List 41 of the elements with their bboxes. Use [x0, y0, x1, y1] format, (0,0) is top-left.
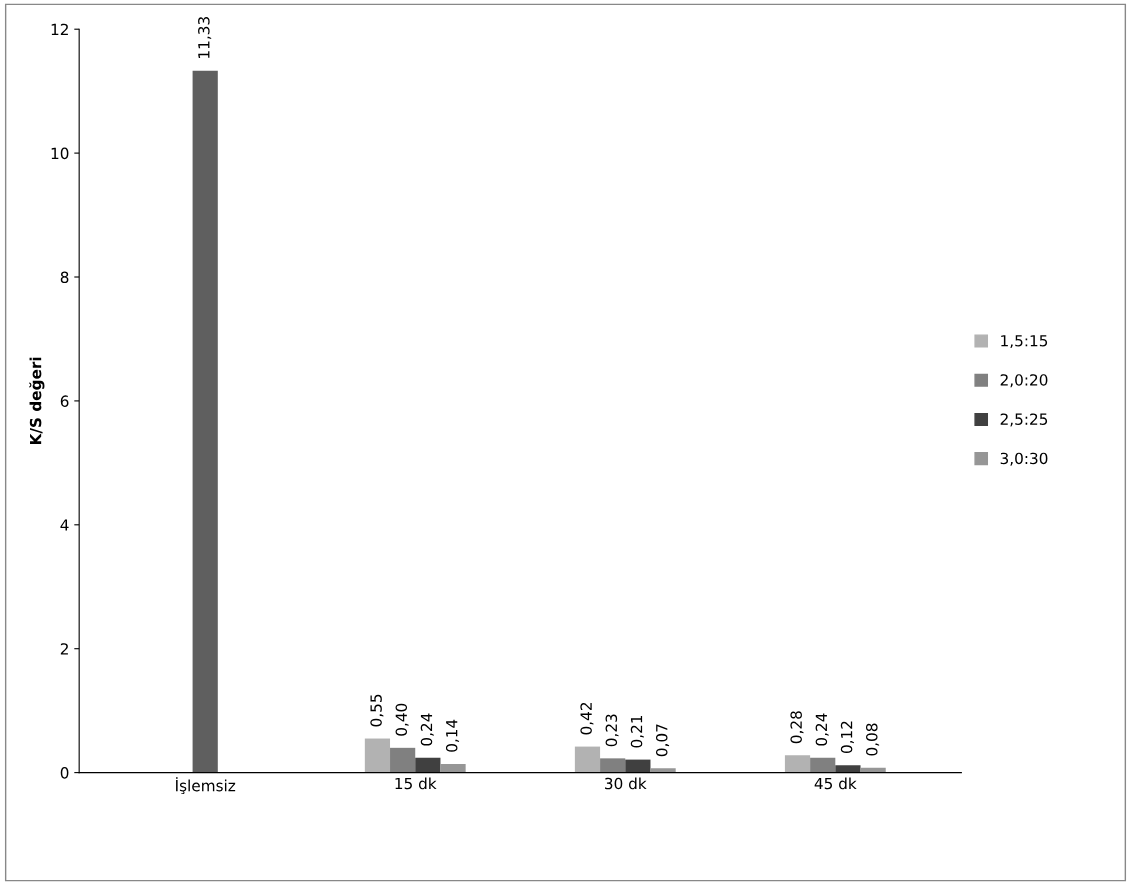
x-tick-label: 30 dk: [605, 777, 647, 790]
data-label: 11,33: [198, 17, 212, 58]
y-tick-label: 4: [60, 519, 69, 531]
bar: [835, 765, 861, 773]
data-label: 0,07: [655, 724, 670, 757]
data-label: 0,28: [790, 711, 804, 744]
y-tick-label: 0: [60, 767, 69, 779]
bar: [784, 755, 811, 773]
y-tick-label: 2: [60, 643, 68, 655]
data-label: 0,23: [605, 714, 619, 747]
bar: [810, 757, 836, 773]
bar: [415, 757, 441, 773]
bar: [390, 747, 416, 773]
legend-label: 1,5:15: [1001, 335, 1048, 349]
x-tick-label: İşlemsiz: [176, 777, 236, 795]
bar: [650, 768, 676, 773]
data-label: 0,42: [580, 702, 594, 735]
data-label: 0,21: [630, 715, 644, 748]
data-label: 0,40: [395, 703, 409, 736]
bar: [364, 738, 391, 773]
legend-label: 3,0:30: [1000, 452, 1048, 466]
bar: [192, 70, 218, 773]
data-label: 0,55: [370, 694, 384, 727]
data-label: 0,08: [866, 723, 880, 756]
x-tick-label: 15 dk: [395, 777, 437, 790]
legend-label: 2,0:20: [1000, 374, 1048, 388]
y-tick-label: 6: [60, 395, 69, 407]
x-tick-label: 45 dk: [814, 777, 857, 790]
y-tick-label: 8: [60, 271, 69, 284]
data-label: 0,24: [420, 713, 434, 746]
bar: [574, 746, 601, 773]
y-axis-title: K/S değeri: [29, 357, 45, 445]
y-tick-label: 12: [51, 23, 68, 36]
bar: [625, 759, 651, 773]
data-label: 0,14: [445, 719, 460, 752]
y-tick-label: 10: [51, 147, 69, 160]
bar: [440, 763, 466, 773]
legend-label: 2,5:25: [1000, 413, 1048, 427]
bar: [600, 758, 626, 773]
data-label: 0,12: [840, 721, 854, 754]
data-label: 0,24: [815, 713, 829, 746]
